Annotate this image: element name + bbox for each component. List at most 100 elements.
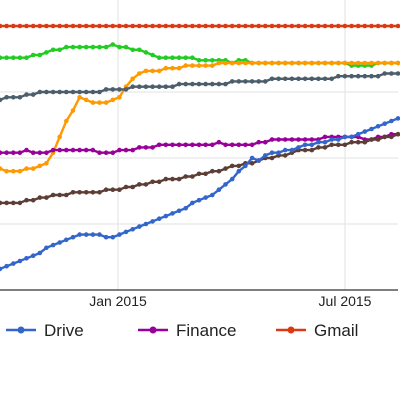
- data-point: [117, 95, 122, 100]
- data-point: [64, 44, 69, 50]
- data-point: [37, 163, 43, 169]
- data-point: [336, 142, 341, 148]
- data-point: [196, 23, 202, 29]
- data-point: [110, 87, 116, 92]
- data-point: [50, 192, 56, 198]
- data-point: [309, 76, 315, 82]
- data-point: [90, 190, 96, 195]
- data-point: [37, 150, 43, 155]
- data-point: [276, 137, 281, 142]
- data-point: [97, 89, 102, 95]
- data-point: [130, 47, 135, 53]
- data-point: [369, 23, 374, 29]
- data-point: [382, 121, 388, 126]
- data-point: [57, 23, 62, 29]
- data-point: [24, 55, 29, 60]
- data-point: [90, 23, 96, 29]
- data-point: [11, 95, 16, 100]
- data-point: [163, 65, 169, 71]
- data-point: [190, 142, 195, 148]
- data-point: [309, 137, 315, 142]
- data-point: [170, 142, 175, 148]
- data-point: [97, 150, 102, 155]
- data-point: [4, 150, 9, 155]
- data-point: [123, 147, 129, 153]
- data-point: [110, 150, 116, 155]
- data-point: [137, 71, 142, 76]
- data-point: [223, 23, 228, 29]
- data-point: [44, 245, 49, 251]
- data-point: [216, 187, 222, 192]
- data-point: [4, 168, 9, 174]
- data-point: [64, 192, 69, 198]
- data-point: [243, 60, 248, 66]
- data-point: [4, 263, 9, 269]
- data-point: [256, 60, 262, 66]
- data-point: [37, 250, 43, 256]
- data-point: [143, 182, 149, 187]
- data-point: [196, 58, 202, 63]
- data-point: [17, 168, 23, 174]
- data-point: [216, 139, 222, 145]
- data-point: [342, 60, 348, 66]
- data-point: [289, 137, 295, 142]
- data-point: [90, 89, 96, 95]
- legend-swatch-dot: [287, 326, 295, 334]
- data-point: [30, 150, 36, 155]
- data-point: [243, 79, 248, 84]
- data-point: [64, 237, 69, 243]
- data-point: [123, 87, 129, 92]
- data-point: [17, 150, 23, 155]
- data-point: [183, 142, 188, 148]
- data-point: [322, 139, 328, 145]
- data-point: [0, 200, 3, 206]
- data-point: [322, 76, 328, 82]
- data-point: [256, 139, 262, 145]
- data-point: [24, 23, 29, 29]
- data-point: [103, 44, 109, 50]
- data-point: [30, 23, 36, 29]
- data-point: [282, 23, 288, 29]
- data-point: [282, 60, 288, 66]
- data-point: [170, 65, 175, 71]
- data-point: [137, 145, 142, 150]
- data-point: [362, 60, 368, 66]
- data-point: [296, 23, 301, 29]
- legend-item-finance[interactable]: Finance: [138, 321, 236, 340]
- data-point: [190, 81, 195, 87]
- legend-swatch-dot: [149, 326, 157, 334]
- data-point: [103, 23, 109, 29]
- data-point: [210, 63, 215, 68]
- data-point: [395, 71, 400, 76]
- data-point: [57, 192, 62, 198]
- data-point: [64, 23, 69, 29]
- data-point: [183, 205, 188, 211]
- data-point: [249, 23, 255, 29]
- data-point: [163, 176, 169, 182]
- legend-item-gmail[interactable]: Gmail: [276, 321, 358, 340]
- data-point: [223, 60, 228, 66]
- data-point: [355, 23, 361, 29]
- data-point: [183, 81, 188, 87]
- data-point: [183, 23, 188, 29]
- data-point: [349, 139, 354, 145]
- data-point: [249, 79, 255, 84]
- data-point: [256, 23, 262, 29]
- data-point: [375, 124, 381, 129]
- data-point: [302, 60, 308, 66]
- data-point: [203, 142, 208, 148]
- data-point: [110, 23, 116, 29]
- data-point: [322, 145, 328, 150]
- legend-label: Drive: [44, 321, 84, 340]
- data-point: [210, 23, 215, 29]
- data-point: [77, 89, 82, 95]
- data-point: [329, 137, 335, 142]
- data-point: [44, 23, 49, 29]
- data-point: [176, 176, 182, 182]
- data-point: [329, 76, 335, 82]
- legend-item-drive[interactable]: Drive: [6, 321, 84, 340]
- data-point: [216, 60, 222, 66]
- data-point: [216, 81, 222, 87]
- data-point: [243, 142, 248, 148]
